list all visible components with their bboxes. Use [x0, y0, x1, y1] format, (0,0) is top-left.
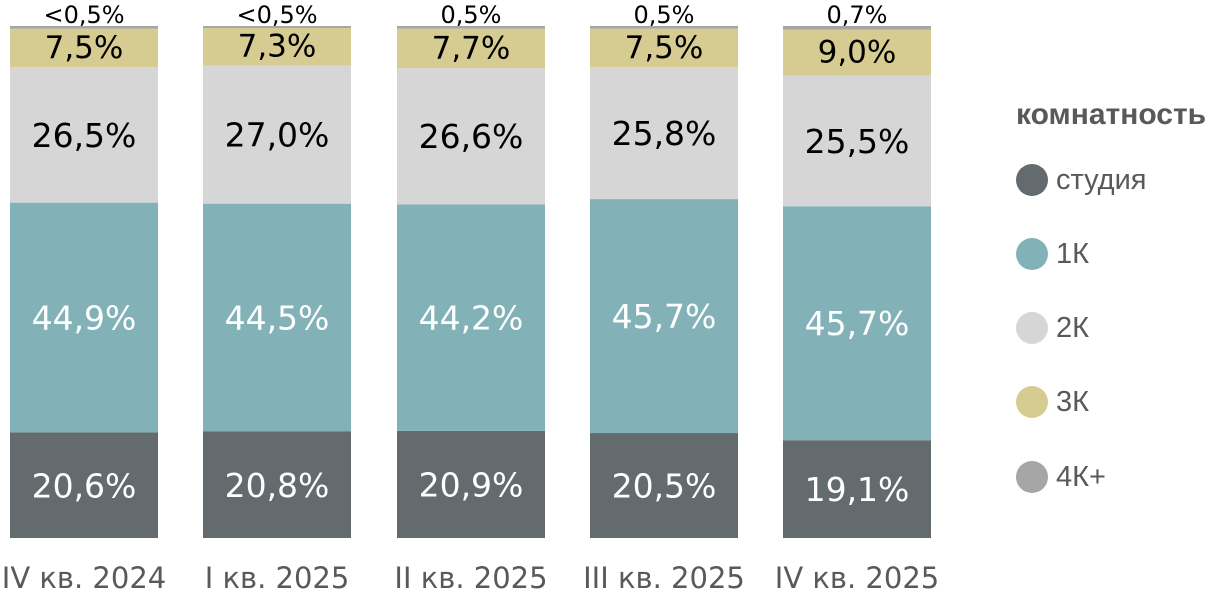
legend-label-3к: 3К: [1056, 385, 1090, 418]
bar-segment-студия-5: [783, 440, 931, 538]
x-tick-label-1: IV кв. 2024: [2, 561, 166, 592]
data-label-1к-3: 44,2%: [419, 299, 524, 338]
data-label-2к-1: 26,5%: [32, 116, 137, 155]
bar-segment-студия-2: [203, 431, 351, 538]
bar-segment-3к-1: [10, 28, 158, 67]
legend-item-2к: 2К: [1016, 308, 1089, 348]
bar-segment-4к--1: [10, 26, 158, 29]
data-label-3к-5: 9,0%: [818, 35, 897, 71]
bar-segment-студия-4: [590, 433, 738, 538]
bar-segment-2к-2: [203, 65, 351, 204]
legend-title: комнатность: [1016, 98, 1207, 131]
x-tick-label-4: III кв. 2025: [583, 561, 745, 592]
data-label-2к-3: 26,6%: [419, 117, 524, 156]
bar-segment-студия-1: [10, 432, 158, 538]
legend-item-3к: 3К: [1016, 382, 1089, 422]
bar-segment-2к-3: [397, 68, 545, 205]
legend-label-2к: 2К: [1056, 311, 1090, 344]
bar-segment-3к-3: [397, 28, 545, 69]
legend: комнатность студия 1К 2К 3К 4К+: [1016, 96, 1232, 493]
legend-label-1к: 1К: [1056, 237, 1090, 270]
data-label-3к-1: 7,5%: [45, 30, 124, 66]
data-label-3к-2: 7,3%: [238, 29, 317, 65]
bar-segment-4к--5: [783, 26, 931, 30]
bar-segment-2к-4: [590, 66, 738, 200]
data-label-студия-4: 20,5%: [612, 467, 717, 506]
data-label-студия-1: 20,6%: [32, 466, 137, 505]
data-label-4к--3: 0,5%: [441, 1, 502, 29]
bar-segment-2к-1: [10, 66, 158, 203]
data-label-3к-3: 7,7%: [432, 30, 511, 66]
data-label-студия-3: 20,9%: [419, 465, 524, 504]
legend-swatch-3к: [1016, 386, 1048, 418]
bar-segment-1к-2: [203, 203, 351, 432]
legend-item-4к-: 4К+: [1016, 457, 1106, 497]
bar-segment-4к--3: [397, 26, 545, 29]
x-tick-label-2: I кв. 2025: [205, 561, 350, 592]
legend-item-студия: студия: [1016, 160, 1146, 200]
legend-swatch-4к-: [1016, 461, 1048, 493]
data-label-2к-2: 27,0%: [225, 116, 330, 155]
data-label-4к--1: <0,5%: [43, 1, 124, 29]
x-tick-label-5: IV кв. 2025: [775, 561, 939, 592]
bar-segment-1к-1: [10, 202, 158, 433]
bar-segment-студия-3: [397, 430, 545, 538]
data-label-3к-4: 7,5%: [625, 30, 704, 66]
bar-segment-2к-5: [783, 75, 931, 207]
data-label-4к--2: <0,5%: [236, 1, 317, 29]
data-label-1к-1: 44,9%: [32, 299, 137, 338]
bar-segment-1к-4: [590, 199, 738, 434]
bar-segment-3к-4: [590, 28, 738, 67]
data-label-1к-5: 45,7%: [805, 304, 910, 343]
legend-label-4к-: 4К+: [1056, 460, 1106, 493]
data-label-2к-4: 25,8%: [612, 114, 717, 153]
bar-segment-3к-2: [203, 28, 351, 66]
data-label-4к--5: 0,7%: [827, 1, 888, 29]
legend-item-1к: 1К: [1016, 234, 1089, 274]
legend-swatch-1к: [1016, 238, 1048, 270]
x-tick-label-3: II кв. 2025: [394, 561, 547, 592]
data-label-1к-4: 45,7%: [612, 297, 717, 336]
legend-label-студия: студия: [1056, 163, 1147, 196]
bar-segment-1к-3: [397, 204, 545, 431]
data-label-2к-5: 25,5%: [805, 122, 910, 161]
bar-segment-4к--2: [203, 26, 351, 29]
bar-segment-3к-5: [783, 29, 931, 76]
legend-swatch-2к: [1016, 312, 1048, 344]
bar-segment-4к--4: [590, 26, 738, 29]
data-label-студия-5: 19,1%: [805, 470, 910, 509]
data-label-студия-2: 20,8%: [225, 466, 330, 505]
bar-segment-1к-5: [783, 206, 931, 441]
data-label-1к-2: 44,5%: [225, 299, 330, 338]
data-label-4к--4: 0,5%: [634, 1, 695, 29]
legend-swatch-студия: [1016, 164, 1048, 196]
